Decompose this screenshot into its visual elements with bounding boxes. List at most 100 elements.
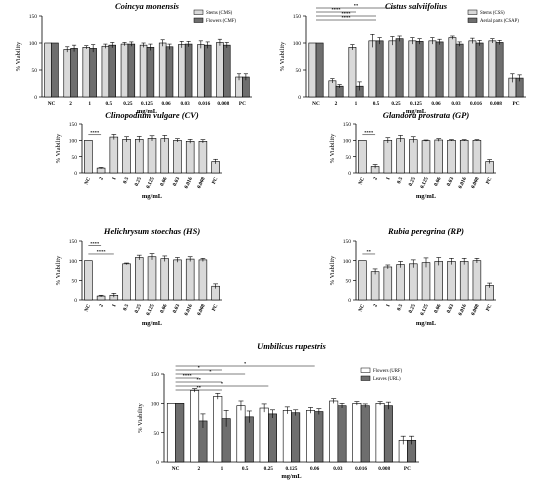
x-tick-label: PC xyxy=(485,303,493,312)
y-tick-label: 50 xyxy=(32,68,38,74)
y-tick-label: 0 xyxy=(298,95,301,101)
x-tick-label: 0.016 xyxy=(184,303,195,317)
bar xyxy=(197,44,205,98)
significance-label: **** xyxy=(183,373,193,378)
bar xyxy=(434,261,443,301)
y-tick-label: 0 xyxy=(74,171,77,177)
x-tick-label: 0.016 xyxy=(184,176,195,190)
x-tick-label: 0.008 xyxy=(196,176,207,190)
chart-panel-4: Helichrysum stoechas (HS) 0 50 100 150 % Viab… xyxy=(55,226,222,327)
legend-label: Stems (CMS) xyxy=(206,11,233,16)
x-tick-label: 0.008 xyxy=(470,176,481,190)
significance-label: ** xyxy=(197,377,202,382)
bar xyxy=(135,139,144,174)
chart-title: Umbilicus rupestris xyxy=(257,341,326,351)
x-tick-label: PC xyxy=(211,303,219,312)
x-tick-label: 0.03 xyxy=(446,176,456,187)
bar xyxy=(122,263,131,301)
legend-swatch xyxy=(360,367,371,373)
x-tick-label: 2 xyxy=(98,176,105,181)
bar xyxy=(468,40,477,98)
bar xyxy=(147,138,157,174)
chart-title: Coincya monensis xyxy=(115,1,180,11)
x-tick-label: 0.03 xyxy=(181,101,191,107)
x-tick-label: NC xyxy=(172,466,180,472)
bar xyxy=(472,260,482,301)
x-tick-label: 0.25 xyxy=(391,101,401,107)
x-tick-label: 0.5 xyxy=(396,303,404,312)
bar xyxy=(472,140,482,174)
y-tick-label: 100 xyxy=(69,259,78,265)
bar xyxy=(236,405,246,463)
bar xyxy=(360,405,370,463)
bar xyxy=(308,42,317,98)
bar xyxy=(408,40,417,98)
x-tick-label: 0.25 xyxy=(134,176,144,187)
x-tick-label: PC xyxy=(211,176,219,185)
x-tick-label: 0.25 xyxy=(123,101,133,107)
legend-label: Leaves (URL) xyxy=(373,377,401,382)
bar xyxy=(421,140,431,174)
x-tick-label: 0.5 xyxy=(106,101,113,107)
chart-panel-5: Rubia peregrina (RP) 0 50 100 150 % Viability… xyxy=(329,226,496,327)
x-tick-label: 0.125 xyxy=(145,176,156,190)
x-axis-label: mg/mL xyxy=(416,320,437,327)
bar xyxy=(147,256,157,301)
legend-swatch xyxy=(193,17,204,23)
x-tick-label: 0.5 xyxy=(122,303,130,312)
bar xyxy=(459,140,469,174)
x-axis-label: mg/mL xyxy=(142,193,163,200)
x-tick-label: 0.008 xyxy=(490,101,502,107)
bar xyxy=(178,44,186,98)
bar xyxy=(223,44,231,98)
significance-label: **** xyxy=(97,249,107,254)
bar xyxy=(358,260,367,301)
x-tick-label: 0.06 xyxy=(161,101,171,107)
y-tick-label: 0 xyxy=(34,95,37,101)
y-tick-label: 0 xyxy=(74,298,77,304)
bar xyxy=(368,40,377,98)
bar xyxy=(198,141,208,174)
x-tick-label: NC xyxy=(84,303,93,313)
bar xyxy=(459,261,469,301)
bar xyxy=(495,42,504,98)
bar xyxy=(475,42,484,98)
legend-label: Flowers (CMF) xyxy=(206,19,236,24)
bar xyxy=(70,48,78,98)
x-axis-label: mg/mL xyxy=(137,108,158,115)
bar xyxy=(409,139,418,174)
y-tick-label: 150 xyxy=(69,239,78,245)
y-tick-label: 150 xyxy=(343,239,352,245)
x-tick-label: 0.008 xyxy=(470,303,481,317)
bar xyxy=(190,390,200,463)
bar xyxy=(388,40,397,98)
x-tick-label: 0.016 xyxy=(355,466,367,472)
significance-label: **** xyxy=(90,130,100,135)
x-tick-label: NC xyxy=(312,101,320,107)
legend-swatch xyxy=(467,17,478,23)
x-tick-label: PC xyxy=(404,466,411,472)
x-axis-label: mg/mL xyxy=(142,320,163,327)
y-axis-label: % Viability xyxy=(329,255,336,285)
legend-swatch xyxy=(193,9,204,15)
y-tick-label: 50 xyxy=(72,279,78,285)
x-tick-label: 0.06 xyxy=(310,466,320,472)
significance-label: ** xyxy=(366,249,371,254)
x-tick-label: PC xyxy=(239,101,246,107)
x-tick-label: 1 xyxy=(221,466,224,472)
x-tick-label: 2 xyxy=(98,303,105,308)
x-tick-label: 0.125 xyxy=(419,176,430,190)
legend-swatch xyxy=(467,9,478,15)
y-tick-label: 100 xyxy=(151,402,160,408)
x-tick-label: 0.25 xyxy=(264,466,274,472)
x-tick-label: 0.5 xyxy=(122,176,130,185)
x-tick-label: 0.008 xyxy=(196,303,207,317)
chart-panel-0: Coincya monensis 0 50 100 150 % Viability NC 2 1… xyxy=(15,1,252,115)
bar xyxy=(96,167,106,174)
x-tick-label: 0.5 xyxy=(396,176,404,185)
bar xyxy=(315,42,324,98)
x-tick-label: NC xyxy=(48,101,56,107)
bar xyxy=(259,407,269,463)
significance-label: ** xyxy=(354,3,359,8)
